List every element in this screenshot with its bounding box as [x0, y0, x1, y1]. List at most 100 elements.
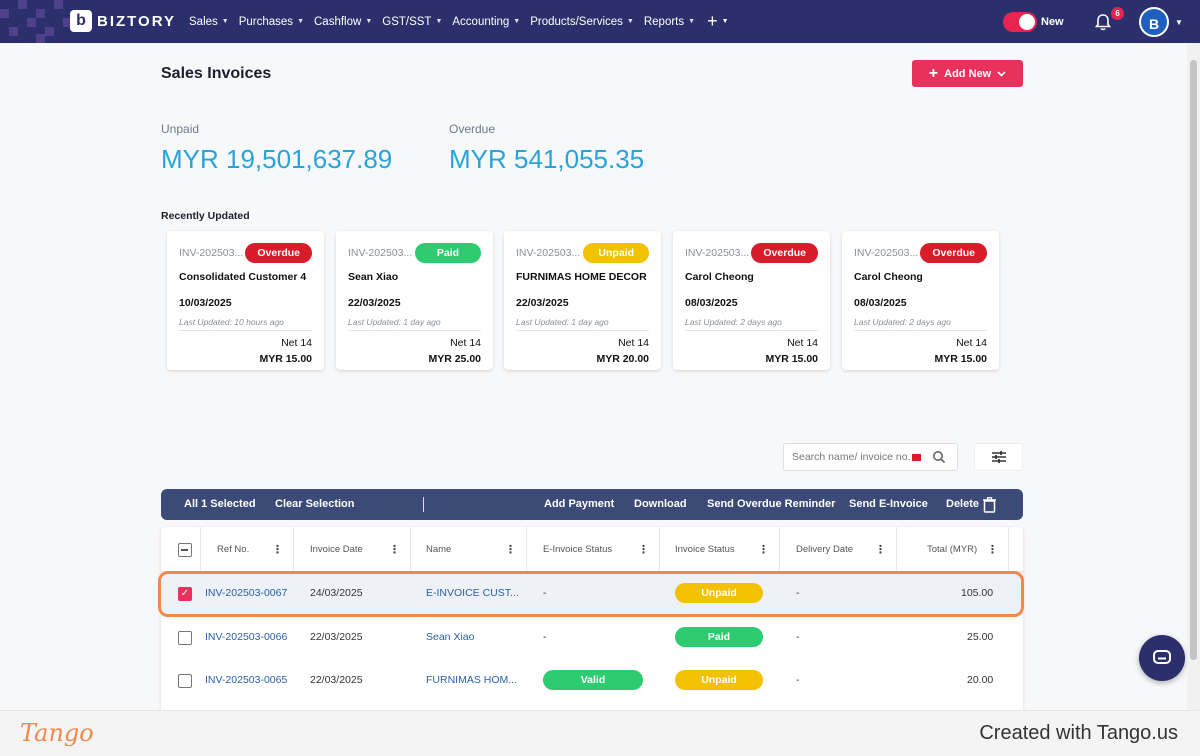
send-overdue-reminder-button[interactable]: Send Overdue Reminder	[707, 498, 836, 510]
row-checkbox[interactable]	[178, 631, 192, 645]
recent-invoice-card[interactable]: INV-202503... Overdue Carol Cheong 08/03…	[673, 231, 830, 370]
recent-invoice-card[interactable]: INV-202503... Paid Sean Xiao 22/03/2025 …	[336, 231, 493, 370]
bell-icon[interactable]	[1093, 12, 1113, 32]
clear-selection-button[interactable]: Clear Selection	[275, 498, 355, 510]
card-amount: MYR 15.00	[934, 353, 987, 365]
chevron-down-icon[interactable]: ▼	[1175, 18, 1183, 27]
select-all-checkbox[interactable]	[178, 543, 192, 557]
nav-label: Products/Services	[530, 15, 623, 28]
header-label: Invoice Date	[310, 543, 363, 555]
card-customer: FURNIMAS HOME DECOR	[516, 271, 647, 283]
trash-icon[interactable]	[982, 497, 997, 513]
card-ref: INV-202503...	[854, 247, 919, 259]
customer-name[interactable]: Sean Xiao	[426, 631, 475, 643]
nav-purchases[interactable]: Purchases ▼	[239, 16, 304, 28]
header-label: E-Invoice Status	[543, 543, 613, 555]
quick-add-menu[interactable]: + ▼	[707, 11, 728, 32]
table-row[interactable]: INV-202503-0065 22/03/2025 FURNIMAS HOM.…	[161, 659, 1023, 703]
card-customer: Sean Xiao	[348, 271, 399, 283]
delete-button[interactable]: Delete	[946, 498, 980, 510]
column-header[interactable]: Name ⋮	[411, 527, 527, 571]
ref-link[interactable]: INV-202503-0065	[205, 674, 288, 686]
nav-label: Purchases	[238, 15, 294, 28]
nav-reports[interactable]: Reports ▼	[644, 16, 695, 28]
card-updated: Last Updated: 1 day ago	[516, 317, 609, 327]
header-select	[161, 527, 201, 571]
search-input[interactable]: Search name/ invoice no.	[783, 443, 958, 471]
card-ref: INV-202503...	[685, 247, 750, 259]
table-row[interactable]: INV-202503-0066 22/03/2025 Sean Xiao - P…	[161, 616, 1023, 660]
row-checkbox[interactable]: ✓	[178, 587, 192, 601]
more-vertical-icon[interactable]: ⋮	[272, 544, 283, 556]
overdue-value[interactable]: MYR 541,055.35	[449, 144, 645, 174]
card-amount: MYR 25.00	[428, 353, 481, 365]
filter-button[interactable]	[974, 443, 1023, 471]
nav-accounting[interactable]: Accounting ▼	[452, 16, 520, 28]
logo-pattern	[0, 0, 90, 43]
column-header[interactable]: Total (MYR) ⋮	[897, 527, 1009, 571]
user-avatar[interactable]: B	[1139, 7, 1169, 37]
more-vertical-icon[interactable]: ⋮	[758, 544, 769, 556]
column-header[interactable]: E-Invoice Status ⋮	[527, 527, 660, 571]
invoice-date: 22/03/2025	[310, 674, 363, 686]
column-header[interactable]: Delivery Date ⋮	[780, 527, 897, 571]
more-vertical-icon[interactable]: ⋮	[987, 544, 998, 556]
recent-invoice-card[interactable]: INV-202503... Overdue Consolidated Custo…	[167, 231, 324, 370]
divider	[516, 330, 649, 331]
tango-logo: Tango	[20, 719, 94, 747]
invoice-date: 24/03/2025	[310, 587, 363, 599]
notification-badge: 6	[1111, 7, 1124, 20]
more-vertical-icon[interactable]: ⋮	[505, 544, 516, 556]
total-amount: 25.00	[967, 631, 994, 643]
plus-icon: +	[928, 64, 939, 82]
add-payment-button[interactable]: Add Payment	[544, 498, 615, 510]
invoice-date: 22/03/2025	[310, 631, 363, 643]
add-new-label: Add New	[944, 67, 992, 80]
unpaid-value[interactable]: MYR 19,501,637.89	[161, 144, 393, 174]
card-customer: Consolidated Customer 4	[179, 271, 307, 283]
nav-cashflow[interactable]: Cashflow ▼	[314, 16, 372, 28]
more-vertical-icon[interactable]: ⋮	[638, 544, 649, 556]
status-badge: Overdue	[751, 243, 818, 263]
header-label: Name	[426, 543, 452, 555]
add-new-button[interactable]: + Add New	[912, 60, 1023, 87]
tango-credit: Created with Tango.us	[979, 722, 1178, 744]
card-updated: Last Updated: 1 day ago	[348, 317, 441, 327]
scrollbar-thumb[interactable]	[1190, 60, 1197, 660]
nav-products-services[interactable]: Products/Services ▼	[530, 16, 634, 28]
recently-updated-heading: Recently Updated	[161, 210, 250, 222]
row-checkbox[interactable]	[178, 674, 192, 688]
table-row[interactable]: ✓ INV-202503-0067 24/03/2025 E-INVOICE C…	[161, 572, 1023, 616]
search-icon[interactable]	[932, 450, 946, 464]
chat-support-button[interactable]	[1139, 635, 1185, 681]
card-amount: MYR 20.00	[596, 353, 649, 365]
status-badge: Unpaid	[675, 583, 763, 603]
card-updated: Last Updated: 10 hours ago	[179, 317, 284, 327]
send-e-invoice-button[interactable]: Send E-Invoice	[849, 498, 928, 510]
chevron-down-icon: ▼	[626, 18, 634, 25]
column-header[interactable]: Ref No. ⋮	[201, 527, 294, 571]
header-label: Total (MYR)	[927, 543, 978, 555]
ref-link[interactable]: INV-202503-0066	[205, 631, 288, 643]
recent-invoice-card[interactable]: INV-202503... Unpaid FURNIMAS HOME DECOR…	[504, 231, 661, 370]
nav-sales[interactable]: Sales ▼	[189, 16, 229, 28]
ref-link[interactable]: INV-202503-0067	[205, 587, 288, 599]
customer-name[interactable]: FURNIMAS HOM...	[426, 674, 517, 686]
recent-invoice-card[interactable]: INV-202503... Overdue Carol Cheong 08/03…	[842, 231, 999, 370]
new-ui-toggle[interactable]	[1003, 12, 1037, 32]
more-vertical-icon[interactable]: ⋮	[875, 544, 886, 556]
card-customer: Carol Cheong	[854, 271, 923, 283]
column-header[interactable]: Invoice Status ⋮	[660, 527, 780, 571]
e-invoice-status: -	[543, 631, 547, 643]
nav-gst-sst[interactable]: GST/SST ▼	[382, 16, 442, 28]
column-header[interactable]: Invoice Date ⋮	[294, 527, 411, 571]
delivery-date: -	[796, 674, 800, 686]
customer-name[interactable]: E-INVOICE CUST...	[426, 587, 519, 599]
download-button[interactable]: Download	[634, 498, 687, 510]
overdue-label: Overdue	[449, 122, 496, 136]
chevron-down-icon: ▼	[221, 18, 229, 25]
more-vertical-icon[interactable]: ⋮	[389, 544, 400, 556]
delivery-date: -	[796, 631, 800, 643]
brand-logo[interactable]: b BIZTORY	[70, 10, 176, 32]
top-navbar: b BIZTORY Sales ▼ Purchases ▼ Cashflow ▼ GS…	[0, 0, 1200, 43]
